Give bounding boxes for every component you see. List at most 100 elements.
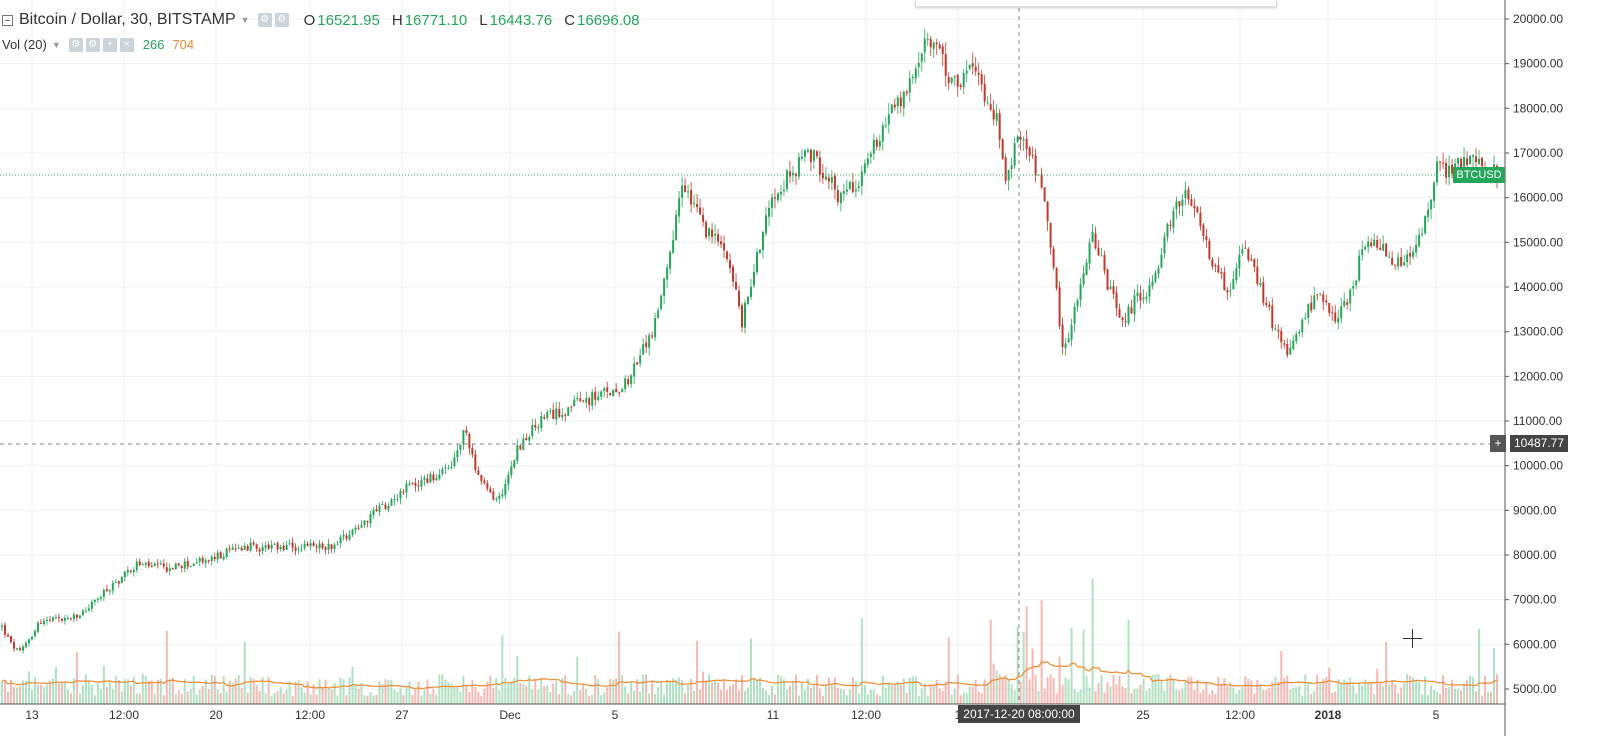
volume-bar (366, 695, 369, 704)
candle-body (198, 558, 201, 562)
candle-body (1430, 199, 1433, 210)
candle-body (441, 469, 444, 475)
volume-bar (522, 684, 525, 704)
volume-bar (1199, 693, 1202, 704)
volume-bar (729, 685, 732, 704)
candle-body (1211, 259, 1214, 267)
candle-body (893, 104, 896, 108)
candle-body (755, 251, 758, 273)
candle-body (1418, 234, 1421, 247)
candle-body (42, 620, 45, 624)
candle-body (672, 239, 675, 253)
volume-bar (525, 685, 528, 704)
volume-bar (944, 681, 947, 704)
volume-bar (1466, 680, 1469, 704)
candle-body (857, 186, 860, 188)
volume-bar (21, 680, 24, 704)
candle-body (1232, 278, 1235, 290)
volume-ma-value: 704 (172, 37, 195, 52)
volume-bar (336, 695, 339, 704)
candle-body (1352, 286, 1355, 289)
candle-body (1145, 297, 1148, 300)
candle-body (1310, 302, 1313, 311)
volume-bar (642, 674, 645, 704)
volume-bar (773, 694, 776, 704)
volume-bar (809, 688, 812, 704)
volume-bar (180, 693, 183, 704)
volume-indicator-label[interactable]: Vol (20) (2, 37, 47, 52)
volume-bar (1220, 683, 1223, 704)
volume-bar (761, 687, 764, 704)
candle-body (261, 547, 264, 552)
candle-body (1451, 164, 1454, 174)
candle-body (1229, 290, 1232, 292)
crosshair-cursor-icon (1403, 629, 1422, 648)
candle-body (1439, 161, 1442, 163)
volume-bar (39, 684, 42, 704)
volume-bar (1436, 691, 1439, 704)
candle-body (747, 296, 750, 304)
chevron-down-icon[interactable]: ▼ (51, 39, 61, 50)
volume-bar (450, 683, 453, 704)
volume-bar (941, 691, 944, 704)
candle-body (501, 494, 504, 497)
volume-bar (24, 680, 27, 704)
add-icon[interactable]: + (102, 37, 117, 52)
symbol-title[interactable]: Bitcoin / Dollar, 30, BITSTAMP (19, 11, 236, 28)
candle-body (579, 398, 582, 401)
collapse-icon[interactable] (2, 14, 13, 26)
candle-body (1208, 240, 1211, 259)
candle-body (471, 447, 474, 455)
candle-body (531, 425, 534, 437)
candle-body (1034, 155, 1037, 176)
volume-bar (1352, 684, 1355, 704)
volume-bar (1286, 675, 1289, 704)
volume-series (1, 578, 1499, 704)
candle-body (396, 499, 399, 501)
candle-body (405, 483, 408, 493)
candle-body (1025, 138, 1028, 150)
candle-body (1220, 271, 1223, 274)
volume-bar (213, 675, 216, 704)
candle-body (180, 566, 183, 569)
volume-bar (90, 684, 93, 704)
visibility-icon[interactable]: ⚙ (68, 37, 83, 52)
volume-bar (708, 674, 711, 704)
volume-bar (351, 666, 354, 704)
candle-body (45, 619, 48, 621)
candle-body (938, 44, 941, 49)
volume-bar (534, 678, 537, 704)
candle-body (1469, 156, 1472, 165)
close-icon[interactable]: × (119, 37, 134, 52)
add-alert-plus-icon[interactable]: + (1490, 435, 1506, 452)
volume-bar (1493, 648, 1496, 704)
volume-bar (129, 685, 132, 704)
volume-bar (459, 691, 462, 704)
volume-bar (917, 695, 920, 704)
volume-bar (612, 679, 615, 704)
volume-bar (588, 695, 591, 704)
candle-body (435, 478, 438, 480)
volume-bar (438, 674, 441, 704)
volume-bar (591, 694, 594, 704)
chevron-down-icon[interactable]: ▼ (240, 15, 250, 25)
candle-body (1382, 243, 1385, 251)
volume-bar (687, 684, 690, 704)
volume-bar (797, 695, 800, 704)
candle-body (309, 543, 312, 547)
candle-body (189, 565, 192, 567)
candle-body (318, 543, 321, 549)
settings-gear-icon[interactable]: ⚙ (85, 37, 100, 52)
candle-body (767, 207, 770, 217)
candle-body (1184, 190, 1187, 198)
volume-bar (363, 695, 366, 704)
time-tick-label: 25 (1136, 708, 1150, 722)
volume-bar (1343, 679, 1346, 704)
volume-bar (645, 674, 648, 704)
last-price-tag: BTCUSD (1453, 167, 1505, 183)
format-gear-icon[interactable]: ⚙ (274, 13, 289, 27)
candle-body (483, 480, 486, 484)
symbol-legend-row: Bitcoin / Dollar, 30, BITSTAMP ▼ ⚙ ⚙ O 1… (2, 11, 640, 29)
settings-gear-icon[interactable]: ⚙ (257, 13, 272, 27)
